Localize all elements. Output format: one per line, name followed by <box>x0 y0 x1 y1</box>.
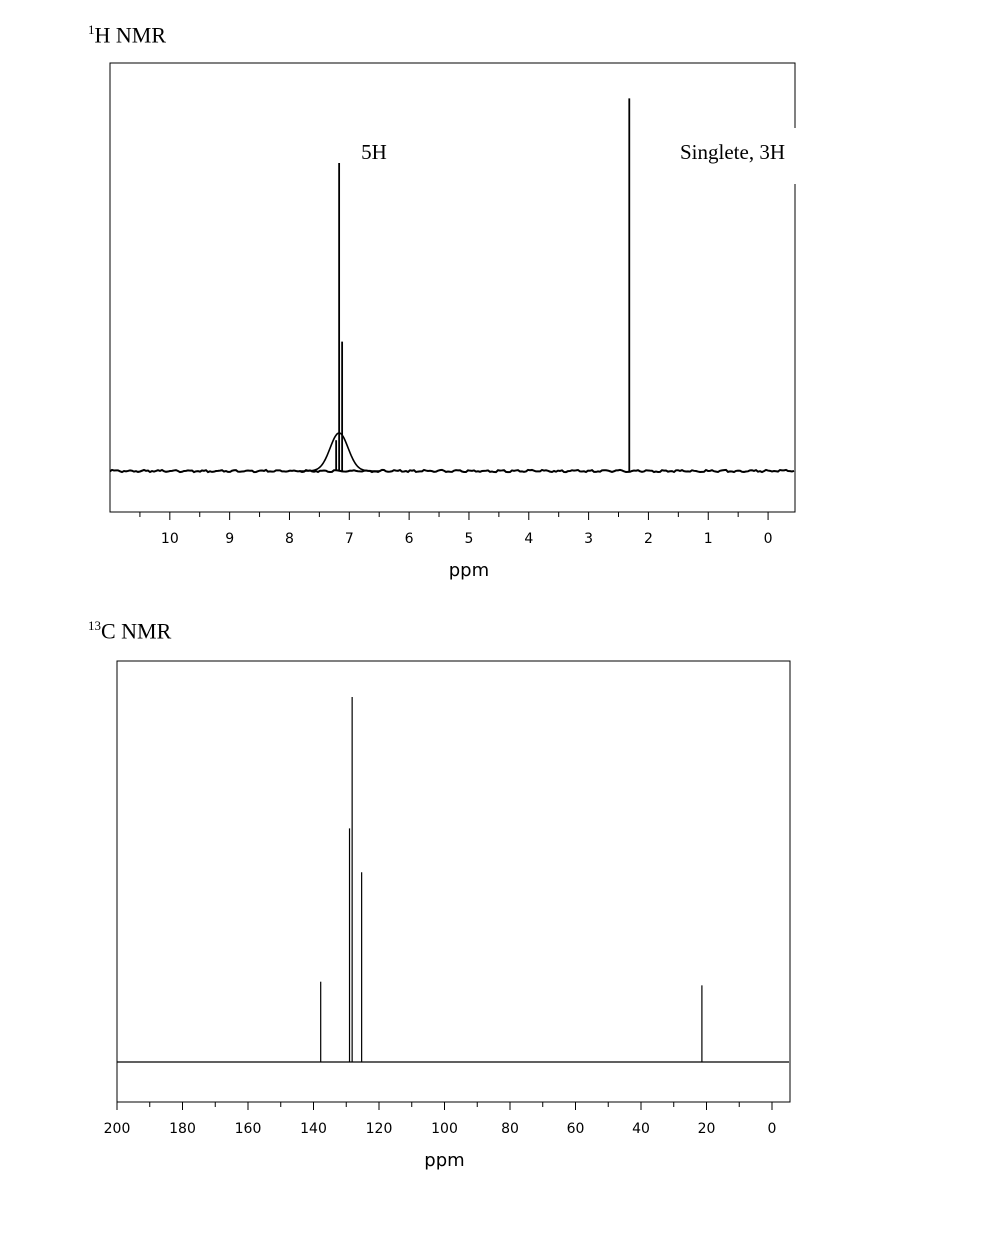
x-tick-label: 80 <box>501 1121 519 1137</box>
x-tick-label: 200 <box>104 1121 131 1137</box>
c-nmr-title-sup: 13 <box>88 618 101 633</box>
x-tick-label: 140 <box>300 1121 327 1137</box>
x-tick-label: 180 <box>169 1121 196 1137</box>
x-tick-label: 100 <box>431 1121 458 1137</box>
x-tick-label: 40 <box>632 1121 650 1137</box>
plot-frame <box>116 660 791 1103</box>
x-tick-label: 7 <box>345 531 354 547</box>
x-tick-label: 8 <box>285 531 294 547</box>
x-tick-label: 120 <box>366 1121 393 1137</box>
x-tick-label: 1 <box>704 531 713 547</box>
annotation-bg <box>655 128 799 184</box>
x-tick-label: 10 <box>161 531 179 547</box>
h-nmr-title-sup: 1 <box>88 22 95 37</box>
x-tick-label: 60 <box>567 1121 585 1137</box>
x-tick-label: 9 <box>225 531 234 547</box>
x-tick-label: 20 <box>698 1121 716 1137</box>
annotation-label: 5H <box>361 140 387 164</box>
h-nmr-title: 1H NMR <box>88 22 166 48</box>
x-tick-label: 6 <box>405 531 414 547</box>
x-axis-label: ppm <box>424 1150 464 1171</box>
x-tick-label: 3 <box>584 531 593 547</box>
x-tick-label: 160 <box>235 1121 262 1137</box>
plot-frame <box>109 62 796 513</box>
c-nmr-title: 13C NMR <box>88 618 171 644</box>
c-nmr-title-main: C NMR <box>101 618 172 644</box>
annotation-label: Singlete, 3H <box>680 140 785 164</box>
x-tick-label: 0 <box>764 531 773 547</box>
x-tick-label: 4 <box>524 531 533 547</box>
x-tick-label: 0 <box>768 1121 777 1137</box>
x-axis-label: ppm <box>449 560 489 581</box>
spectrum-baseline <box>109 468 795 474</box>
h-nmr-title-main: H NMR <box>94 22 167 48</box>
x-tick-label: 5 <box>464 531 473 547</box>
x-tick-label: 2 <box>644 531 653 547</box>
